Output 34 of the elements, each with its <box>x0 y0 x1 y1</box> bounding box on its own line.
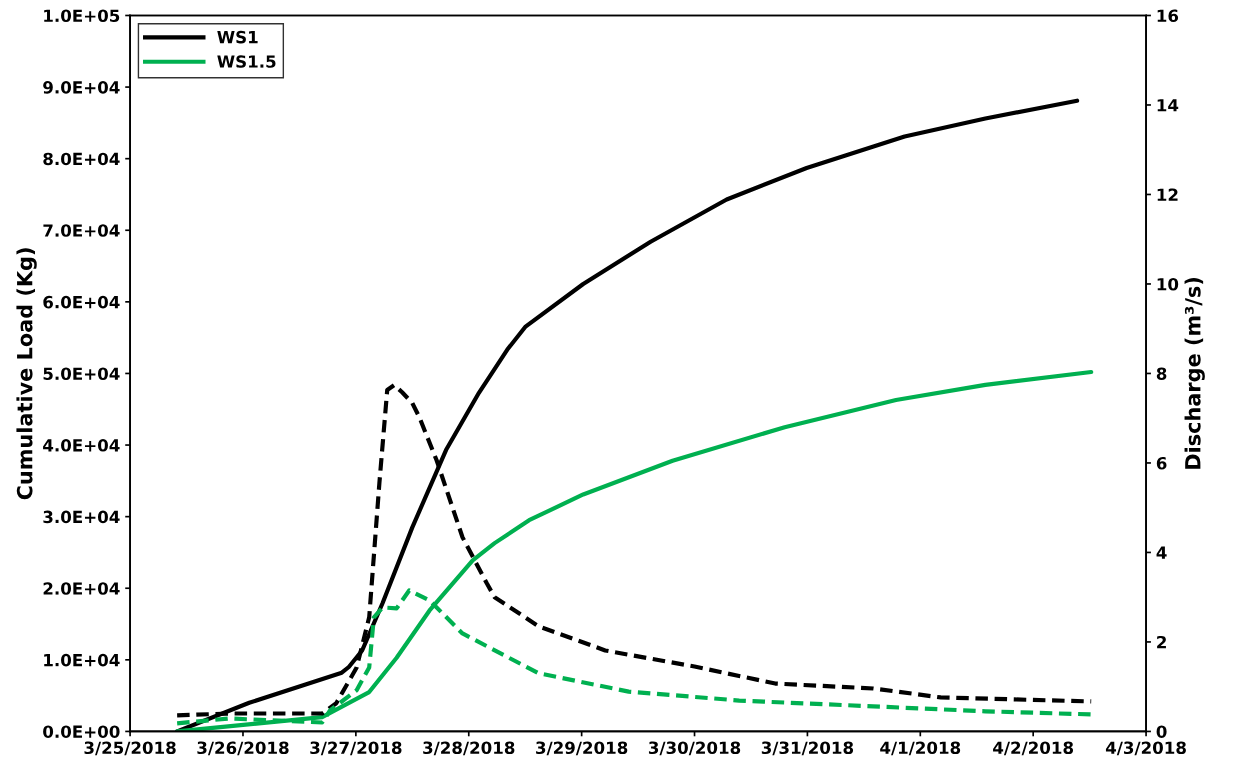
y-axis-title: Cumulative Load (Kg) <box>16 248 37 500</box>
y-tick-label: 3.0E+04 <box>43 510 120 524</box>
x-tick-label: 3/26/2018 <box>197 741 289 756</box>
legend-label: WS1 <box>217 30 258 44</box>
y2-tick-label: 12 <box>1157 188 1178 201</box>
x-tick-label: 3/30/2018 <box>648 741 741 756</box>
y-tick-label: 5.0E+04 <box>43 367 120 381</box>
y-tick-label: 2.0E+04 <box>43 582 120 595</box>
x-tick-label: 4/1/2018 <box>880 741 961 756</box>
y-tick-label: 1.0E+05 <box>44 9 120 23</box>
y2-tick-label: 6 <box>1156 456 1167 470</box>
y-tick-label: 9.0E+04 <box>43 81 120 94</box>
y-tick-label: 6.0E+04 <box>43 295 120 309</box>
y2-tick-label: 16 <box>1157 9 1179 23</box>
y2-tick-label: 10 <box>1157 277 1179 291</box>
y2-tick-label: 2 <box>1157 635 1166 649</box>
y2-tick-label: 8 <box>1156 367 1167 381</box>
x-tick-label: 3/27/2018 <box>310 741 402 756</box>
y-tick-label: 4.0E+04 <box>43 439 120 452</box>
y-tick-label: 8.0E+04 <box>43 152 120 166</box>
x-tick-label: 3/31/2018 <box>761 741 854 756</box>
legend-label: WS1.5 <box>217 55 276 68</box>
y2-axis-title: Discharge (m³/s) <box>1184 277 1205 469</box>
y-tick-label: 1.0E+04 <box>44 653 120 667</box>
y2-tick-label: 4 <box>1156 546 1167 559</box>
y-tick-label: 7.0E+04 <box>43 224 120 237</box>
x-tick-label: 3/29/2018 <box>536 741 628 756</box>
x-tick-label: 4/3/2018 <box>1105 741 1186 756</box>
x-tick-label: 3/28/2018 <box>423 741 515 756</box>
x-tick-label: 3/25/2018 <box>84 741 176 756</box>
y2-tick-label: 14 <box>1157 99 1179 112</box>
x-tick-label: 4/2/2018 <box>993 741 1074 756</box>
y-tick-label: 0.0E+00 <box>43 725 120 738</box>
y2-tick-label: 0 <box>1156 725 1167 738</box>
